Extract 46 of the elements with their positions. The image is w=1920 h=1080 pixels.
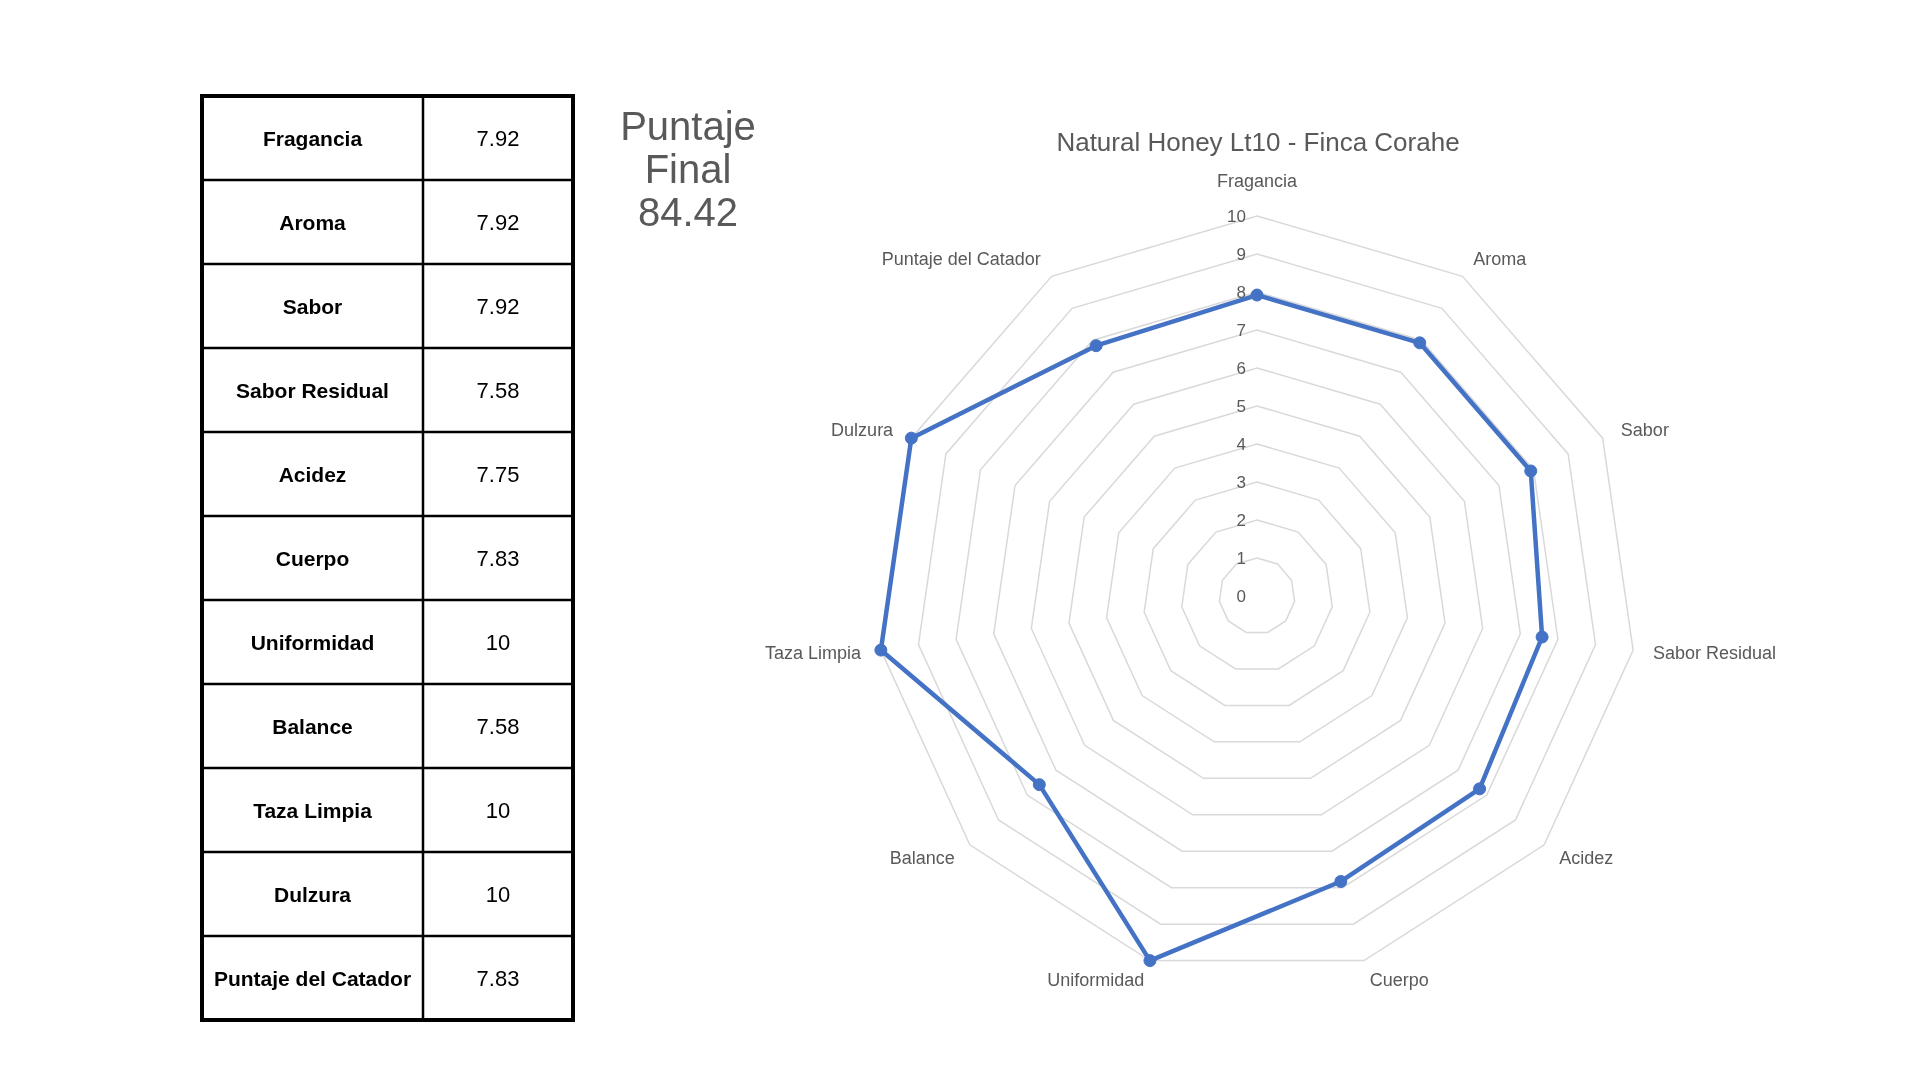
y-tick-label: 7 [1236,320,1246,340]
y-tick-label: 3 [1236,472,1246,492]
category-label: Sabor [282,294,343,318]
category-label: Fragancia [262,126,363,150]
category-label: Cuerpo [275,546,350,570]
data-label: 7.83 [476,965,520,991]
y-tick-label: 0 [1236,586,1246,606]
category-label: Sabor Residual [236,378,389,402]
spoke-label: Acidez [1559,847,1614,868]
y-tick-label: 10 [1227,206,1246,226]
data-label: 10 [485,629,511,655]
y-tick-label: 9 [1236,244,1246,264]
category-label: Aroma [279,210,347,234]
y-tick-label: 4 [1236,434,1246,454]
y-tick-label: 1 [1236,548,1246,568]
spoke-label: Taza Limpia [765,642,863,663]
spoke-label: Uniformidad [1047,969,1145,990]
y-tick-label: 8 [1236,282,1246,302]
spoke-label: Fragancia [1216,171,1299,191]
data-label: 7.75 [476,461,520,487]
y-tick-label: 6 [1236,358,1246,378]
chart-title: Natural Honey Lt10 - Finca Corahe [1056,127,1460,157]
y-tick-label: 5 [1236,396,1246,416]
y-tick-label: 2 [1236,510,1246,530]
spoke-label: Dulzura [831,419,895,440]
category-label: Puntaje del Catador [213,966,412,990]
category-label: Uniformidad [250,630,375,654]
category-label: Balance [272,714,353,738]
spoke-label: Cuerpo [1369,969,1429,990]
spoke-label: Puntaje del Catador [881,249,1041,270]
data-label: 10 [485,797,511,823]
data-label: 7.58 [476,377,520,403]
spoke-label: Sabor Residual [1652,642,1777,663]
data-label: 7.58 [476,713,520,739]
category-label: Acidez [278,462,347,486]
data-label: 7.83 [476,545,520,571]
spoke-label: Balance [889,847,955,868]
category-label: Dulzura [273,882,352,906]
spoke-label: Sabor [1620,419,1669,440]
category-label: Taza Limpia [253,798,373,822]
data-label: 7.92 [476,209,520,235]
data-label: 7.92 [476,125,520,151]
data-label: 10 [485,881,511,907]
data-label: 7.92 [476,293,520,319]
spoke-label: Aroma [1473,249,1528,270]
text: Puntaje Final 84.42 [620,104,756,234]
